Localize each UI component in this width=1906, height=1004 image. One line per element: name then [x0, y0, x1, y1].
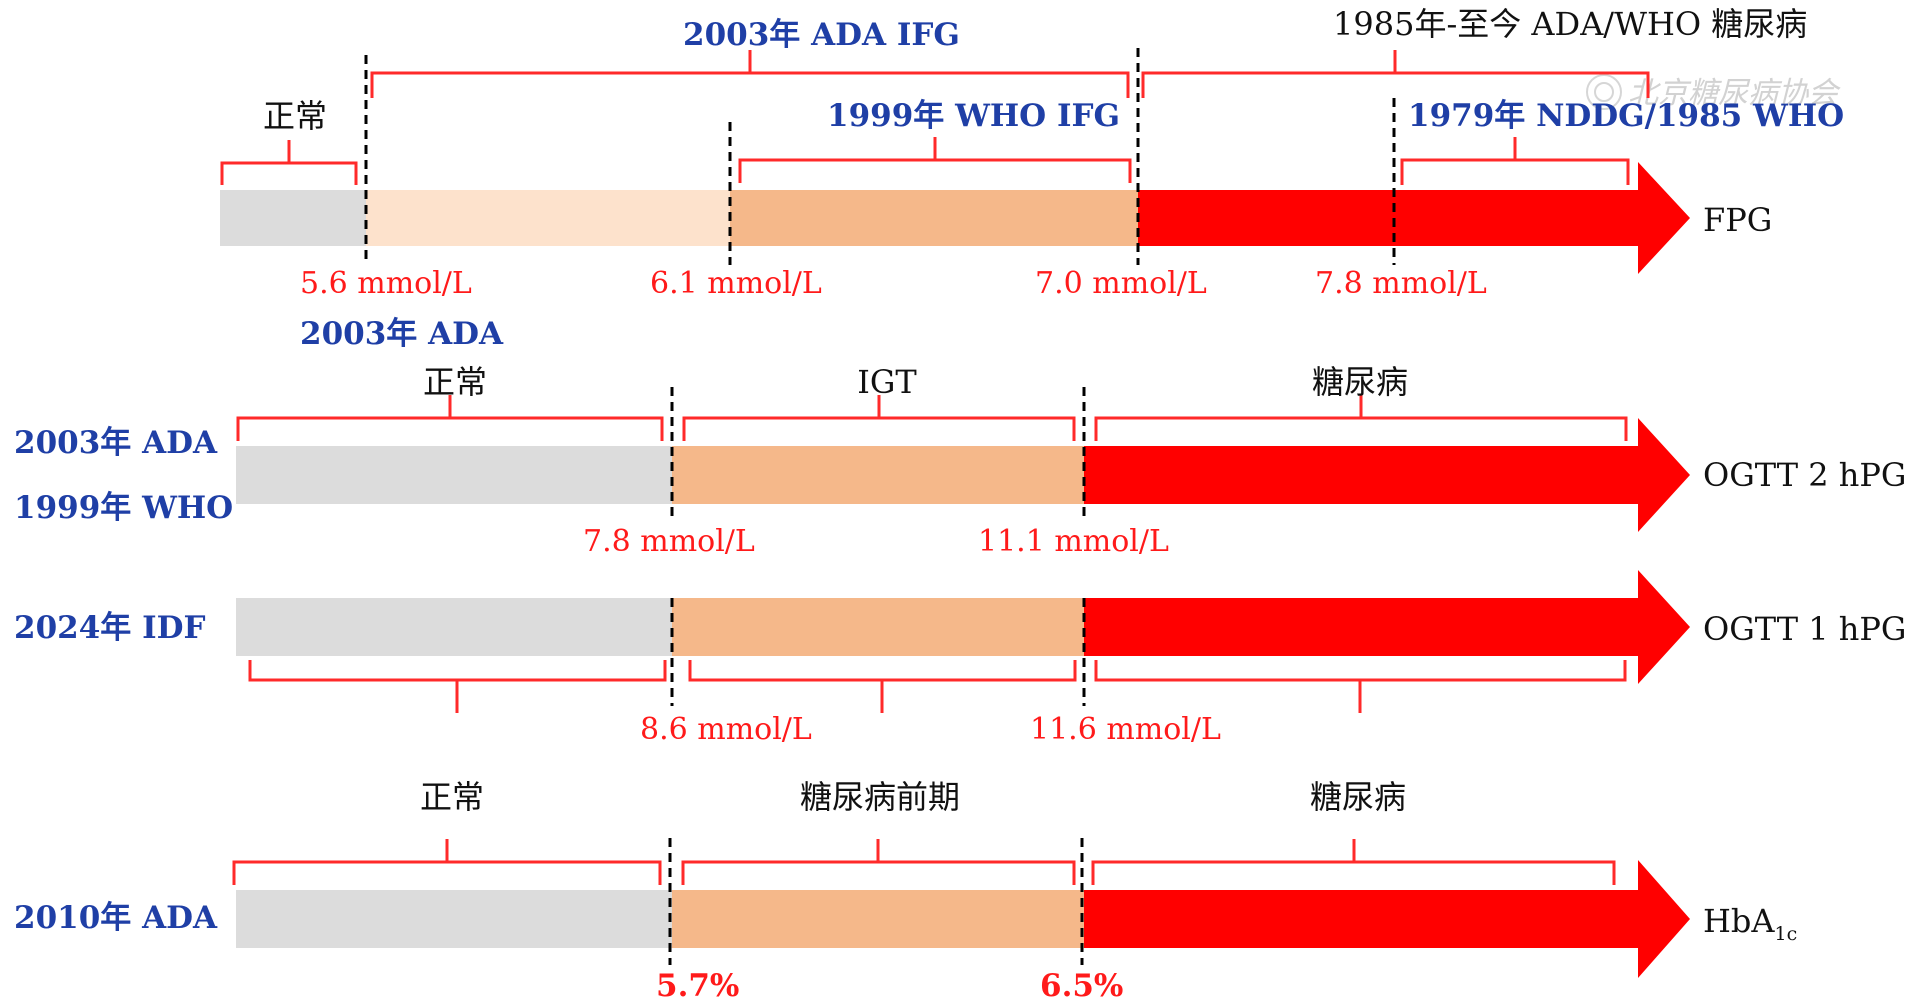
- ogtt1-criteria: 2024年 IDF: [14, 610, 205, 646]
- fpg-ifg-2003-bracket: [370, 50, 1130, 98]
- fpg-ifg-1999-label: 1999年 WHO IFG: [827, 98, 1120, 134]
- fpg-normal-label: 正常: [263, 97, 327, 135]
- hba1c-normal-label: 正常: [420, 778, 484, 816]
- hba1c-criteria: 2010年 ADA: [14, 900, 218, 936]
- fpg-ifg-who-segment: [730, 190, 1138, 246]
- ogtt2-normal-bracket: [236, 395, 664, 441]
- fpg-ifg-ada-segment: [366, 190, 730, 246]
- ogtt2-threshold-11-1: 11.1 mmol/L: [978, 524, 1169, 559]
- ogtt1-threshold-8-6: 8.6 mmol/L: [640, 712, 812, 747]
- ogtt1-normal-bracket: [248, 660, 667, 713]
- fpg-criteria-label: 2003年 ADA: [300, 316, 504, 352]
- fpg-dm-1985-bracket: [1141, 50, 1650, 98]
- fpg-ifg-1999-bracket: [738, 137, 1132, 183]
- fpg-threshold-6-1: 6.1 mmol/L: [650, 266, 822, 301]
- fpg-axis-label: FPG: [1703, 201, 1772, 239]
- fpg-threshold-5-6: 5.6 mmol/L: [300, 266, 472, 301]
- ogtt2-igt-segment: [672, 446, 1084, 504]
- ogtt1-igt-segment: [672, 598, 1084, 656]
- ogtt2-row: 正常 IGT 糖尿病 2003年 ADA 1999年 WHO OGTT 2 hP…: [14, 363, 1906, 559]
- watermark-text: 北京糖尿病协会: [1628, 76, 1841, 111]
- hba1c-normal-bracket: [232, 839, 662, 885]
- ogtt2-normal-segment: [236, 446, 672, 504]
- fpg-row: 正常 2003年 ADA IFG 1999年 WHO IFG 1985年-至今 …: [220, 5, 1844, 352]
- watermark-logo-icon: [1586, 74, 1622, 110]
- fpg-threshold-7-8: 7.8 mmol/L: [1315, 266, 1487, 301]
- ogtt1-row: 2024年 IDF OGTT 1 hPG 8.6 mmol/L 11.6 mmo…: [14, 570, 1906, 747]
- fpg-normal-bracket: [220, 140, 358, 185]
- ogtt2-axis-label: OGTT 2 hPG: [1703, 456, 1906, 494]
- ogtt2-criteria-ada: 2003年 ADA: [14, 425, 218, 461]
- ogtt2-diabetes-label: 糖尿病: [1312, 363, 1408, 401]
- hba1c-prediabetes-label: 糖尿病前期: [800, 778, 960, 816]
- ogtt2-criteria-who: 1999年 WHO: [14, 490, 233, 526]
- hba1c-normal-segment: [236, 890, 672, 948]
- hba1c-threshold-6-5: 6.5%: [1040, 968, 1123, 1004]
- hba1c-row: 正常 糖尿病前期 糖尿病 2010年 ADA HbA1c 5.7% 6.5%: [14, 778, 1797, 1004]
- ogtt2-diabetes-bracket: [1094, 395, 1628, 441]
- ogtt2-normal-label: 正常: [423, 363, 487, 401]
- hba1c-axis-label-sub: 1c: [1775, 923, 1798, 945]
- ogtt2-igt-bracket: [682, 395, 1076, 441]
- fpg-ifg-2003-label: 2003年 ADA IFG: [683, 17, 960, 53]
- ogtt1-igt-bracket: [688, 660, 1077, 713]
- hba1c-axis-label: HbA1c: [1703, 902, 1797, 945]
- fpg-normal-segment: [220, 190, 366, 246]
- fpg-threshold-7-0: 7.0 mmol/L: [1035, 266, 1207, 301]
- ogtt1-axis-label: OGTT 1 hPG: [1703, 610, 1906, 648]
- fpg-dm-1985-label: 1985年-至今 ADA/WHO 糖尿病: [1333, 5, 1807, 43]
- hba1c-prediabetes-segment: [672, 890, 1084, 948]
- ogtt2-igt-label: IGT: [857, 363, 917, 401]
- fpg-dm-1979-label: 1979年 NDDG/1985 WHO: [1408, 98, 1844, 134]
- ogtt2-threshold-7-8: 7.8 mmol/L: [583, 524, 755, 559]
- ogtt1-diabetes-arrow: [1084, 570, 1690, 684]
- hba1c-diabetes-arrow: [1084, 860, 1690, 978]
- ogtt2-diabetes-arrow: [1084, 418, 1690, 532]
- ogtt1-normal-segment: [236, 598, 672, 656]
- hba1c-diabetes-bracket: [1091, 839, 1616, 885]
- ogtt1-threshold-11-6: 11.6 mmol/L: [1030, 712, 1221, 747]
- hba1c-diabetes-label: 糖尿病: [1310, 778, 1406, 816]
- ogtt1-diabetes-bracket: [1094, 660, 1627, 713]
- hba1c-axis-label-main: HbA: [1703, 902, 1775, 940]
- fpg-dm-1979-bracket: [1400, 137, 1630, 185]
- fpg-diabetes-arrow: [1138, 162, 1690, 274]
- hba1c-threshold-5-7: 5.7%: [656, 968, 739, 1004]
- hba1c-prediabetes-bracket: [681, 839, 1076, 885]
